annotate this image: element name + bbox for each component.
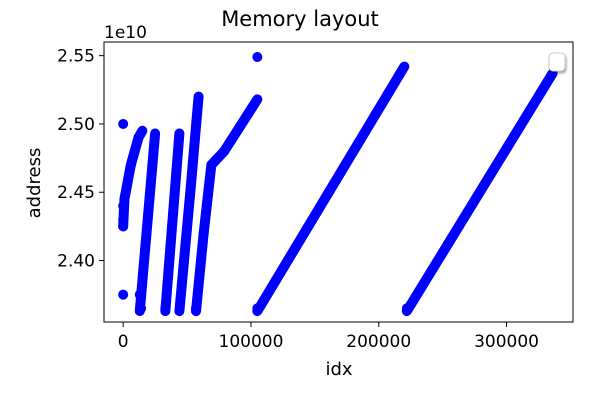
y-tick-label: 2.40 (57, 252, 95, 272)
x-tick-label: 300000 (474, 332, 539, 352)
x-axis: 0 100000 200000 300000 (118, 322, 539, 352)
y-tick-label: 2.50 (57, 115, 95, 135)
y-tick-label: 2.45 (57, 183, 95, 203)
y-axis: 2.40 2.45 2.50 2.55 (57, 47, 104, 272)
data-point-3 (118, 214, 129, 225)
data-marks (118, 52, 558, 317)
data-point-10 (252, 303, 263, 314)
point-run-10 (191, 228, 209, 317)
chart-title: Memory layout (221, 7, 379, 31)
point-run-9 (185, 91, 204, 191)
point-run-14 (252, 61, 410, 317)
data-point-8 (160, 303, 171, 314)
data-point-1 (118, 289, 129, 300)
x-tick-label: 100000 (219, 332, 284, 352)
data-point-5 (252, 52, 263, 63)
x-tick-label: 0 (118, 332, 129, 352)
x-axis-title: idx (325, 359, 352, 380)
data-point-6 (134, 289, 145, 300)
legend (548, 52, 566, 72)
y-axis-title: address (24, 148, 45, 219)
point-run-7 (160, 128, 185, 317)
data-point-7 (136, 303, 147, 314)
point-run-5 (133, 125, 148, 143)
point-run-15 (401, 68, 558, 317)
y-offset-label: 1e10 (104, 23, 147, 43)
point-run-6 (134, 128, 161, 317)
data-point-11 (401, 303, 412, 314)
data-point-0 (118, 118, 129, 129)
point-run-11 (198, 159, 217, 239)
plot-area (103, 41, 574, 323)
point-run-13 (219, 94, 263, 157)
data-point-9 (191, 303, 202, 314)
point-run-8 (174, 180, 196, 317)
y-tick-label: 2.55 (57, 47, 95, 67)
x-tick-label: 200000 (346, 332, 411, 352)
data-point-4 (118, 200, 129, 211)
